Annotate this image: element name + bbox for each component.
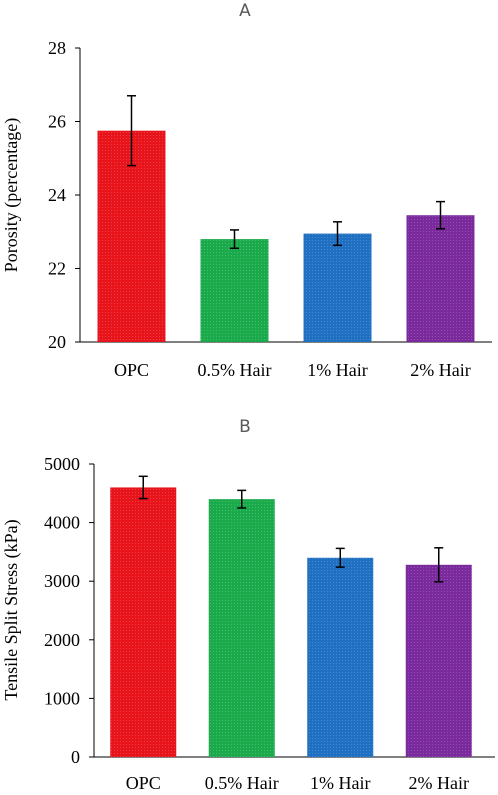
category-label: 2% Hair <box>409 773 469 793</box>
y-tick-label: 22 <box>48 259 66 279</box>
y-axis-label-b: Tensile Split Stress (kPa) <box>1 519 22 700</box>
panel-label-b: B <box>239 417 251 437</box>
panel-label-a: A <box>239 1 251 21</box>
y-tick-label: 2000 <box>44 630 80 650</box>
bar-texture <box>307 557 374 757</box>
category-label: 1% Hair <box>307 360 367 380</box>
category-label: OPC <box>114 360 149 380</box>
bar-texture <box>200 239 269 342</box>
bar-texture <box>303 233 372 342</box>
bar-texture <box>406 215 475 342</box>
category-label: 2% Hair <box>410 360 470 380</box>
y-tick-label: 4000 <box>44 513 80 533</box>
bar-texture <box>208 499 275 757</box>
y-tick-label: 5000 <box>44 454 80 474</box>
category-label: 0.5% Hair <box>205 773 279 793</box>
bar-texture <box>110 487 177 757</box>
y-tick-label: 0 <box>71 747 80 767</box>
y-tick-label: 28 <box>48 38 66 58</box>
y-tick-label: 20 <box>48 332 66 352</box>
category-label: 1% Hair <box>310 773 370 793</box>
plot-area-a: 20 22 24 26 28 OPC 0.5% Hair 1% Hair 2% Hair <box>48 38 492 380</box>
y-tick-label: 1000 <box>44 688 80 708</box>
category-label: OPC <box>126 773 161 793</box>
y-tick-label: 3000 <box>44 571 80 591</box>
chart-panel-a: A Porosity (percentage) 20 22 24 26 28 OPC 0.5… <box>1 1 492 380</box>
chart-panel-b: B Tensile Split Stress (kPa) 0 1000 2000 30… <box>1 417 495 793</box>
bar-texture <box>405 564 472 757</box>
y-axis-label-a: Porosity (percentage) <box>1 118 22 272</box>
plot-area-b: 0 1000 2000 3000 4000 5000 OPC 0.5% Hair 1% Hair… <box>44 454 495 793</box>
y-tick-label: 24 <box>48 185 66 205</box>
category-label: 0.5% Hair <box>198 360 272 380</box>
y-tick-label: 26 <box>48 112 66 132</box>
